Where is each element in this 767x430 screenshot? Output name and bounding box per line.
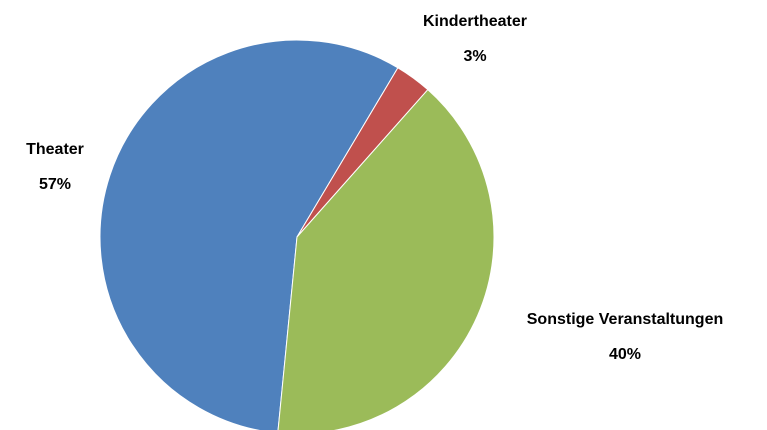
pie-slice (277, 88, 495, 430)
slice-value-label: 57% (39, 176, 71, 193)
slice-label: Sonstige Veranstaltungen (527, 311, 723, 328)
pie-slice (99, 39, 399, 430)
slice-label: Theater (26, 141, 84, 158)
slice-label: Kindertheater (423, 13, 527, 30)
slice-value-label: 40% (609, 346, 641, 363)
slice-value-label: 3% (463, 48, 486, 65)
